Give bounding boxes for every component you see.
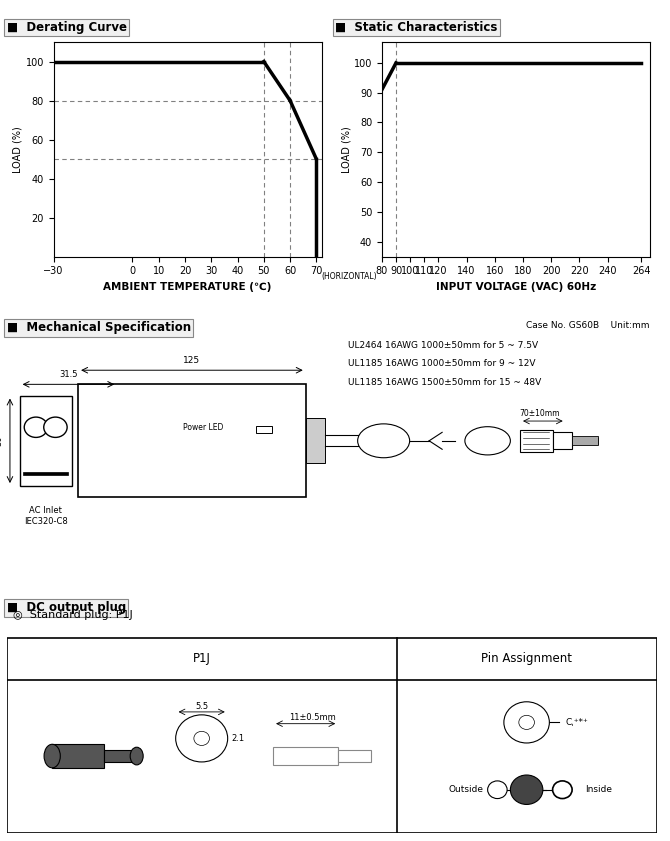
Ellipse shape <box>465 426 511 455</box>
Text: 70±10mm: 70±10mm <box>519 410 560 418</box>
Text: ◎  Standard plug: P1J: ◎ Standard plug: P1J <box>13 610 133 620</box>
Text: 125: 125 <box>184 356 200 365</box>
Bar <box>52 744 105 768</box>
Text: AC Inlet: AC Inlet <box>29 505 62 515</box>
Text: UL1185 16AWG 1500±50mm for 15 ~ 48V: UL1185 16AWG 1500±50mm for 15 ~ 48V <box>348 378 541 387</box>
Text: (HORIZONTAL): (HORIZONTAL) <box>322 272 377 281</box>
Text: 5.5: 5.5 <box>195 701 208 711</box>
Circle shape <box>511 775 543 805</box>
Bar <box>105 750 137 762</box>
Bar <box>19 395 72 486</box>
Circle shape <box>519 716 535 729</box>
Text: UL2464 16AWG 1000±50mm for 5 ~ 7.5V: UL2464 16AWG 1000±50mm for 5 ~ 7.5V <box>348 341 539 350</box>
Circle shape <box>24 417 48 437</box>
Text: Power LED: Power LED <box>183 423 224 431</box>
Ellipse shape <box>358 424 409 458</box>
Text: Case No. GS60B    Unit:mm: Case No. GS60B Unit:mm <box>527 321 650 331</box>
Circle shape <box>44 417 67 437</box>
Bar <box>338 750 371 762</box>
Text: Cˌ⁺*⁺: Cˌ⁺*⁺ <box>565 718 588 727</box>
Bar <box>553 432 572 449</box>
Circle shape <box>176 715 228 762</box>
Text: ■  Mechanical Specification: ■ Mechanical Specification <box>7 321 191 334</box>
Ellipse shape <box>130 748 143 765</box>
Bar <box>306 418 325 463</box>
Bar <box>520 430 553 452</box>
Bar <box>273 748 338 765</box>
Bar <box>256 426 272 433</box>
X-axis label: AMBIENT TEMPERATURE (℃): AMBIENT TEMPERATURE (℃) <box>103 282 272 292</box>
Y-axis label: LOAD (%): LOAD (%) <box>341 126 351 172</box>
Text: 30: 30 <box>0 436 3 446</box>
Text: ■  DC output plug: ■ DC output plug <box>7 601 126 614</box>
Circle shape <box>488 781 507 799</box>
Bar <box>78 384 306 497</box>
Text: UL1185 16AWG 1000±50mm for 9 ~ 12V: UL1185 16AWG 1000±50mm for 9 ~ 12V <box>348 359 536 368</box>
Text: IEC320-C8: IEC320-C8 <box>24 517 68 526</box>
Bar <box>23 472 68 474</box>
Circle shape <box>504 701 549 743</box>
Y-axis label: LOAD (%): LOAD (%) <box>13 126 23 172</box>
Text: ■  Static Characteristics: ■ Static Characteristics <box>335 21 497 34</box>
Text: Inside: Inside <box>585 785 612 794</box>
Text: 31.5: 31.5 <box>59 370 78 378</box>
Text: Outside: Outside <box>449 785 484 794</box>
Text: 2.1: 2.1 <box>231 734 244 743</box>
Circle shape <box>553 781 572 799</box>
Text: P1J: P1J <box>193 653 210 665</box>
Text: Pin Assignment: Pin Assignment <box>481 653 572 665</box>
Circle shape <box>194 732 210 745</box>
Bar <box>572 438 598 444</box>
Text: ■  Derating Curve: ■ Derating Curve <box>7 21 127 34</box>
Bar <box>572 436 598 446</box>
Text: 11±0.5mm: 11±0.5mm <box>289 713 336 722</box>
Ellipse shape <box>44 744 60 768</box>
X-axis label: INPUT VOLTAGE (VAC) 60Hz: INPUT VOLTAGE (VAC) 60Hz <box>436 282 596 292</box>
